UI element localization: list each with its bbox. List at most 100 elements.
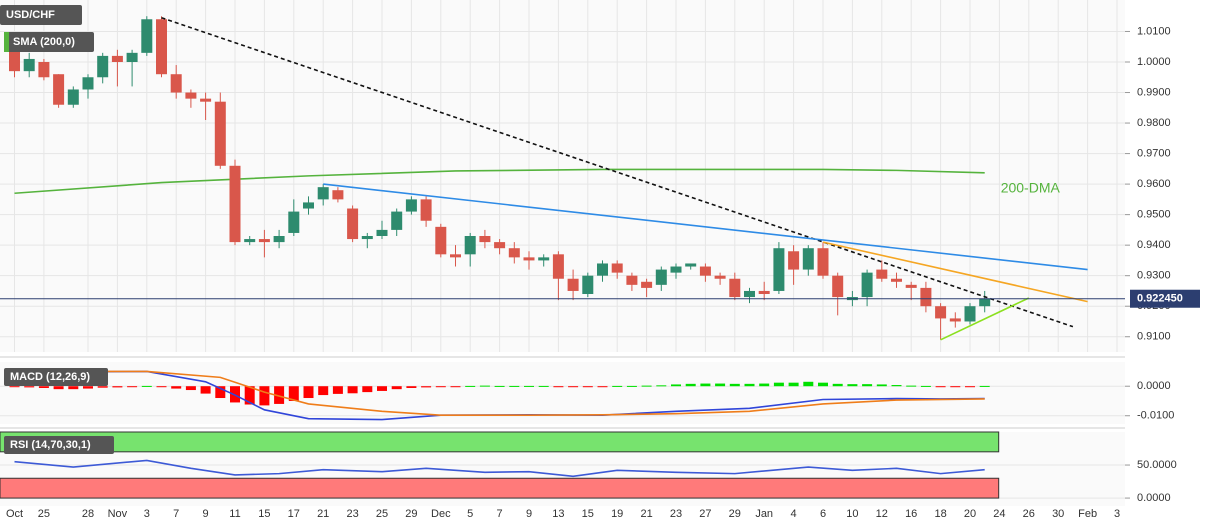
- macd-bar: [53, 386, 64, 390]
- x-tick-label: 23: [670, 508, 682, 520]
- candle-body: [479, 236, 491, 243]
- x-tick-label: 19: [611, 508, 623, 520]
- candle-body: [494, 242, 506, 249]
- macd-bar: [494, 385, 505, 387]
- candle-body: [714, 275, 726, 279]
- trendline: [323, 183, 1088, 271]
- x-tick-label: 10: [846, 508, 858, 520]
- candle-body: [317, 187, 329, 200]
- y-tick-label: 1.0000: [1137, 56, 1171, 68]
- candle-body: [744, 290, 755, 298]
- x-tick-label: 18: [934, 508, 946, 520]
- candle-body: [53, 74, 65, 105]
- candle-body: [699, 266, 711, 276]
- candle-body: [802, 248, 814, 270]
- y-tick-label: 0.9100: [1137, 331, 1171, 343]
- overbought-band: [0, 431, 1000, 453]
- candle-body: [435, 226, 447, 255]
- candle-body: [582, 275, 594, 294]
- candle-body: [817, 248, 829, 276]
- macd-bar: [700, 383, 711, 387]
- macd-bar: [729, 383, 740, 387]
- x-tick-label: 23: [346, 508, 358, 520]
- macd-bar: [112, 386, 123, 388]
- candle-body: [832, 275, 844, 298]
- main-panel: [0, 0, 1125, 352]
- x-tick-label: 24: [993, 508, 1005, 520]
- x-tick-label: 4: [791, 508, 797, 520]
- trendline: [822, 241, 1088, 303]
- macd-title: MACD (12,26,9): [10, 371, 90, 383]
- rsi-title-box: RSI (14,70,30,1): [4, 436, 114, 454]
- candle-body: [729, 278, 741, 298]
- macd-bar: [641, 385, 652, 387]
- macd-bar: [479, 385, 490, 387]
- candle-body: [185, 92, 197, 99]
- x-tick-label: 21: [317, 508, 329, 520]
- macd-bar: [744, 383, 755, 387]
- candle-body: [9, 49, 20, 72]
- x-tick-label: 17: [288, 508, 300, 520]
- candle-body: [141, 19, 153, 53]
- macd-bar: [288, 386, 299, 401]
- candle-body: [773, 248, 785, 291]
- macd-panel: [0, 362, 1125, 424]
- candle-body: [303, 202, 314, 209]
- x-tick-label: 15: [258, 508, 270, 520]
- candle-body: [920, 287, 932, 307]
- macd-bar: [450, 386, 461, 388]
- y-tick-label: 0.9400: [1137, 239, 1171, 251]
- macd-bar: [759, 383, 770, 387]
- macd-bar: [303, 386, 314, 399]
- macd-bar: [935, 386, 946, 388]
- candle-body: [626, 275, 638, 285]
- x-tick-label: 21: [640, 508, 652, 520]
- x-tick-label: 7: [173, 508, 179, 520]
- macd-bar: [332, 386, 343, 394]
- x-tick-label: Feb: [1078, 508, 1097, 520]
- candle-body: [97, 55, 109, 78]
- y-tick-label: 0.9900: [1137, 86, 1171, 98]
- macd-bar: [9, 386, 20, 388]
- macd-bar: [685, 383, 696, 387]
- macd-bar: [773, 382, 784, 387]
- candle-body: [391, 211, 403, 230]
- macd-bar: [377, 386, 387, 391]
- macd-bar: [97, 386, 108, 388]
- macd-line: [14, 370, 985, 416]
- macd-bar: [156, 386, 167, 388]
- candle-body: [655, 269, 667, 285]
- y-tick-label: 0.9600: [1137, 178, 1171, 190]
- macd-bar: [274, 386, 285, 404]
- macd-bar: [965, 386, 975, 388]
- macd-bar: [818, 382, 828, 387]
- trendline: [940, 297, 1030, 341]
- macd-bar: [626, 385, 637, 387]
- candle-body: [611, 263, 623, 273]
- legend: SMA (200,0): [4, 32, 94, 52]
- macd-bar: [259, 386, 270, 406]
- candle-body: [597, 263, 608, 276]
- x-tick-label: 5: [467, 508, 473, 520]
- candle-body: [891, 278, 902, 282]
- macd-bar: [24, 386, 35, 388]
- x-tick-label: 3: [1114, 508, 1120, 520]
- x-tick-label: 7: [497, 508, 503, 520]
- rsi-title-bg: [4, 436, 114, 454]
- macd-bar: [318, 386, 329, 396]
- macd-bar: [200, 386, 211, 394]
- y-tick-label: -0.0100: [1137, 410, 1174, 422]
- last-price-label: 0.922450: [1137, 293, 1183, 305]
- x-tick-label: 9: [526, 508, 532, 520]
- macd-bar: [244, 386, 255, 405]
- oversold-band: [0, 477, 1000, 499]
- x-tick-label: 29: [729, 508, 741, 520]
- macd-bar: [832, 383, 843, 387]
- macd-bar: [538, 385, 549, 387]
- legend-label: SMA (200,0): [13, 36, 75, 48]
- candle-body: [538, 257, 550, 261]
- macd-bar: [171, 386, 182, 389]
- candle-body: [126, 52, 138, 62]
